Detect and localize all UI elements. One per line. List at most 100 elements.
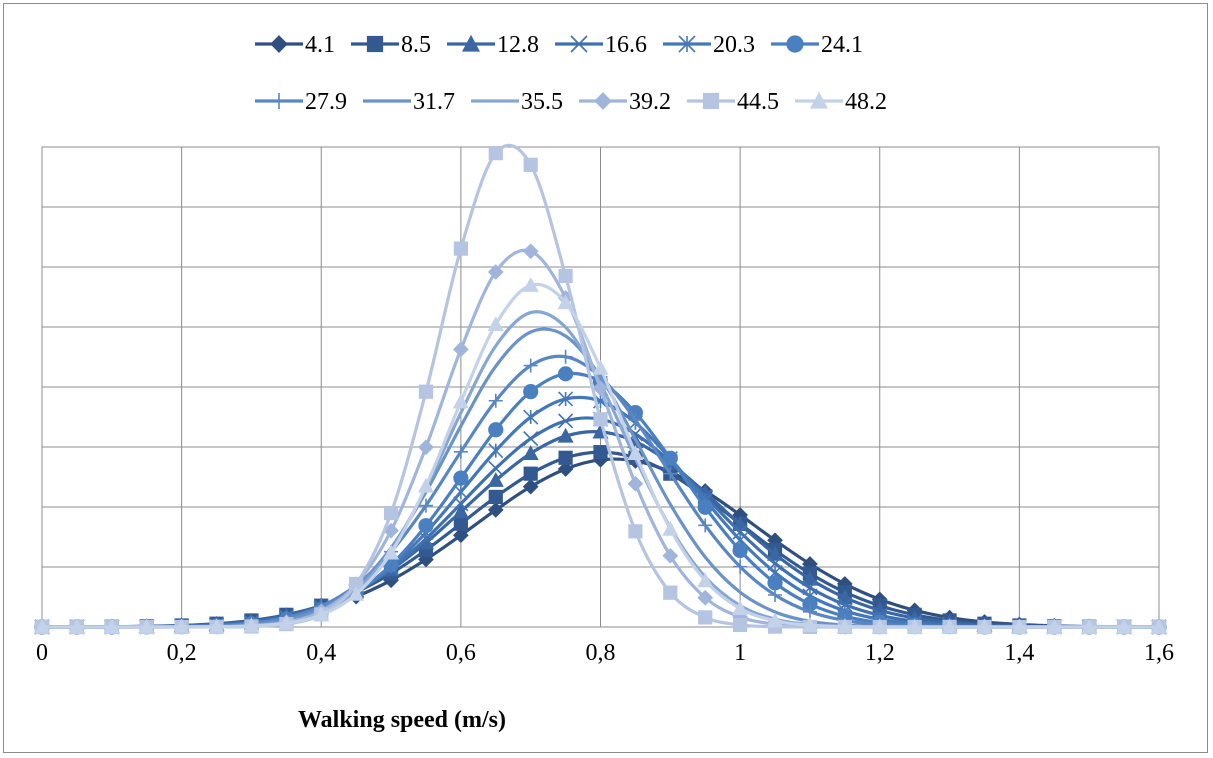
data-point: [662, 547, 679, 564]
data-point: [487, 316, 504, 332]
data-point: [732, 542, 748, 559]
data-point: [976, 618, 993, 634]
data-point: [453, 470, 469, 486]
data-point: [313, 606, 330, 622]
data-point: [68, 618, 85, 634]
data-point: [1116, 618, 1133, 634]
data-point: [418, 518, 434, 534]
data-point: [488, 393, 503, 408]
legend-label: 31.7: [413, 89, 455, 115]
data-point: [558, 391, 574, 407]
data-point: [271, 93, 287, 109]
data-point: [488, 489, 503, 505]
legend-item: 12.8: [447, 32, 539, 58]
legend-label: 8.5: [401, 32, 431, 58]
data-point: [592, 359, 609, 375]
data-point: [417, 477, 434, 493]
data-point: [558, 349, 573, 364]
data-point: [487, 502, 504, 518]
legend-item: 35.5: [471, 89, 563, 115]
data-point: [383, 505, 399, 521]
data-point: [871, 618, 888, 634]
legend-item: 31.7: [363, 89, 455, 115]
data-point: [418, 384, 434, 399]
data-point: [628, 413, 643, 428]
data-point: [453, 241, 468, 256]
data-point: [453, 341, 469, 358]
data-point: [1011, 618, 1028, 634]
data-point: [593, 445, 608, 460]
data-point: [452, 393, 469, 409]
data-point: [1150, 618, 1168, 634]
data-point: [558, 268, 573, 284]
data-point: [801, 616, 818, 632]
data-point: [243, 617, 260, 633]
data-point: [732, 600, 749, 616]
data-point: [697, 572, 714, 588]
data-point: [592, 380, 609, 397]
data-point: [557, 294, 574, 310]
grid: [41, 146, 1160, 628]
data-point: [557, 427, 574, 443]
legend-item: 20.3: [663, 32, 755, 58]
data-point: [462, 34, 480, 52]
x-tick-label: 0,4: [306, 640, 336, 666]
data-point: [453, 444, 468, 459]
legend-label: 16.6: [605, 32, 647, 58]
data-point: [627, 475, 644, 492]
x-tick-label: 1,4: [1004, 640, 1034, 666]
series-48-2: [33, 277, 1168, 634]
data-point: [366, 35, 384, 53]
data-point: [836, 618, 853, 634]
data-point: [801, 570, 818, 586]
data-point: [488, 443, 504, 459]
x-tick-label: 0,8: [586, 640, 616, 666]
data-point: [487, 471, 504, 487]
data-point: [663, 585, 678, 600]
data-point: [767, 545, 784, 561]
x-tick-label: 1,2: [865, 640, 895, 666]
data-point: [522, 277, 539, 292]
legend-label: 39.2: [629, 89, 671, 115]
legend-label: 12.8: [497, 32, 539, 58]
data-point: [103, 618, 120, 634]
data-point: [270, 35, 288, 53]
data-point: [488, 460, 504, 476]
data-point: [767, 575, 783, 591]
line-chart: 0 0,2 0,4 0,6 0,8 1 1,2 1,4 1,6 Walking speed (m…: [33, 32, 1174, 733]
legend-item: 48.2: [795, 89, 887, 115]
data-point: [941, 618, 958, 634]
data-point: [906, 618, 923, 634]
legend-label: 35.5: [521, 89, 563, 115]
data-point: [522, 445, 539, 460]
legend: 4.1 8.5 12.8 16.6 20.3 24.1 27.9 31.7 35.5 39.2 44…: [255, 32, 887, 115]
legend-label: 24.1: [821, 32, 863, 58]
data-point: [663, 466, 678, 481]
data-point: [802, 604, 817, 619]
data-point: [786, 35, 804, 53]
data-point: [453, 527, 469, 544]
data-point: [33, 618, 51, 634]
data-point: [487, 264, 504, 280]
data-point: [570, 35, 588, 53]
data-point: [383, 544, 400, 560]
data-point: [733, 559, 748, 574]
x-tick-label: 0,6: [446, 640, 476, 666]
series-layer: [33, 143, 1168, 635]
data-point: [523, 466, 538, 481]
data-point: [453, 516, 468, 531]
legend-item: 44.5: [687, 89, 779, 115]
legend-item: 27.9: [255, 89, 347, 115]
legend-label: 44.5: [737, 89, 779, 115]
data-point: [810, 91, 828, 109]
chart-frame: 0 0,2 0,4 0,6 0,8 1 1,2 1,4 1,6 Walking speed (m…: [3, 3, 1208, 753]
data-point: [278, 614, 295, 630]
data-point: [698, 518, 713, 533]
x-tick-label: 0,2: [167, 640, 197, 666]
data-point: [418, 439, 434, 456]
x-tick-label: 1,6: [1144, 640, 1174, 666]
data-point: [523, 409, 539, 425]
data-point: [593, 412, 608, 427]
data-point: [348, 585, 365, 601]
data-point: [523, 157, 538, 172]
